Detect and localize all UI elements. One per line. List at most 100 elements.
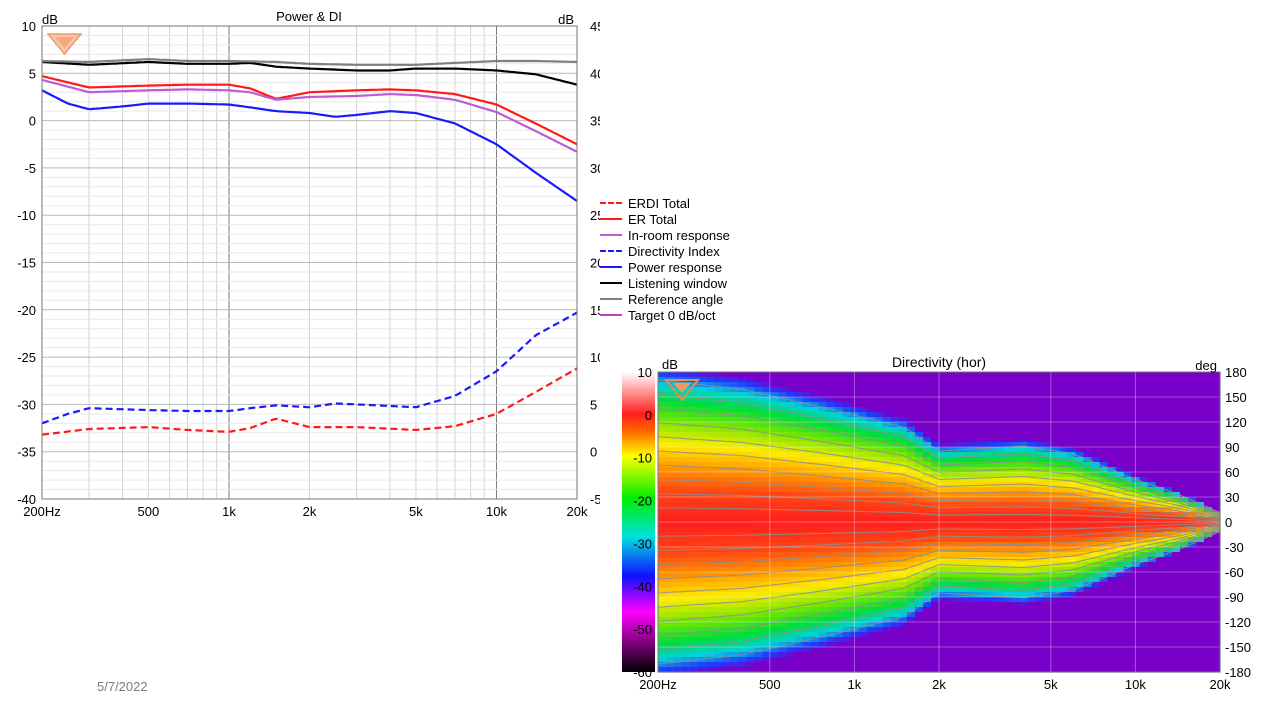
legend-swatch xyxy=(600,282,622,284)
heatmap-cell xyxy=(834,412,844,418)
heatmap-cell xyxy=(1211,562,1221,568)
heatmap-cell xyxy=(1075,647,1085,653)
heatmap-cell xyxy=(690,497,699,503)
heatmap-cell xyxy=(1027,437,1036,443)
heatmap-cell xyxy=(1019,537,1028,543)
heatmap-cell xyxy=(947,657,956,663)
heatmap-cell xyxy=(658,592,667,598)
heatmap-cell xyxy=(1123,572,1133,578)
heatmap-cell xyxy=(714,462,723,468)
heatmap-cell xyxy=(786,607,796,613)
heatmap-cell xyxy=(786,517,796,523)
heatmap-cell xyxy=(682,442,691,448)
heatmap-cell xyxy=(1187,542,1197,548)
heatmap-cell xyxy=(826,652,836,658)
heatmap-cell xyxy=(1131,552,1141,558)
heatmap-cell xyxy=(674,657,683,663)
heatmap-cell xyxy=(1155,637,1165,643)
heatmap-cell xyxy=(858,472,868,478)
heatmap-cell xyxy=(706,377,715,383)
heatmap-cell xyxy=(818,667,828,673)
heatmap-cell xyxy=(1203,452,1213,458)
heatmap-cell xyxy=(1059,377,1069,383)
heatmap-cell xyxy=(778,547,788,553)
heatmap-cell xyxy=(658,527,667,533)
heatmap-cell xyxy=(834,667,844,673)
heatmap-cell xyxy=(1171,567,1181,573)
heatmap-cell xyxy=(995,417,1004,423)
heatmap-cell xyxy=(682,627,691,633)
heatmap-cell xyxy=(882,552,892,558)
heatmap-cell xyxy=(1027,607,1036,613)
heatmap-cell xyxy=(930,602,940,608)
heatmap-cell xyxy=(955,507,964,513)
heatmap-cell xyxy=(1091,547,1101,553)
heatmap-cell xyxy=(914,667,924,673)
heatmap-cell xyxy=(1171,507,1181,513)
heatmap-cell xyxy=(898,562,908,568)
heatmap-cell xyxy=(698,497,707,503)
heatmap-cell xyxy=(939,487,948,493)
heatmap-cell xyxy=(1203,442,1213,448)
heatmap-cell xyxy=(882,432,892,438)
heatmap-cell xyxy=(730,392,739,398)
heatmap-cell xyxy=(930,637,940,643)
heatmap-cell xyxy=(690,427,699,433)
heatmap-cell xyxy=(1179,492,1189,498)
heatmap-cell xyxy=(947,582,956,588)
heatmap-cell xyxy=(1195,642,1205,648)
heatmap-cell xyxy=(971,642,980,648)
heatmap-cell xyxy=(1019,657,1028,663)
heatmap-cell xyxy=(674,442,683,448)
heatmap-cell xyxy=(922,662,932,668)
heatmap-cell xyxy=(770,512,780,518)
heatmap-cell xyxy=(1203,387,1213,393)
heatmap-cell xyxy=(1099,622,1109,628)
heatmap-cell xyxy=(995,557,1004,563)
heatmap-cell xyxy=(1171,412,1181,418)
heatmap-cell xyxy=(930,372,940,378)
heatmap-cell xyxy=(810,467,820,473)
heatmap-cell xyxy=(1171,622,1181,628)
heatmap-cell xyxy=(674,592,683,598)
heatmap-cell xyxy=(1123,607,1133,613)
heatmap-cell xyxy=(930,392,940,398)
heatmap-cell xyxy=(1019,427,1028,433)
logo-mark xyxy=(663,379,701,402)
heatmap-cell xyxy=(690,402,699,408)
heatmap-cell xyxy=(1067,572,1077,578)
heatmap-cell xyxy=(1171,662,1181,668)
heatmap-cell xyxy=(1123,627,1133,633)
heatmap-cell xyxy=(947,522,956,528)
heatmap-cell xyxy=(1179,407,1189,413)
heatmap-cell xyxy=(1067,402,1077,408)
heatmap-cell xyxy=(730,662,739,668)
heatmap-cell xyxy=(971,652,980,658)
heatmap-cell xyxy=(971,567,980,573)
heatmap-cell xyxy=(955,407,964,413)
heatmap-cell xyxy=(730,507,739,513)
heatmap-cell xyxy=(1019,407,1028,413)
y-tick-label: -5 xyxy=(24,161,36,176)
heatmap-cell xyxy=(1115,592,1125,598)
heatmap-cell xyxy=(906,442,916,448)
heatmap-cell xyxy=(818,592,828,598)
heatmap-cell xyxy=(1179,652,1189,658)
heatmap-cell xyxy=(834,372,844,378)
heatmap-cell xyxy=(682,397,691,403)
heatmap-cell xyxy=(987,622,996,628)
heatmap-cell xyxy=(971,622,980,628)
heatmap-cell xyxy=(1123,407,1133,413)
heatmap-cell xyxy=(802,572,812,578)
heatmap-cell xyxy=(746,592,755,598)
heatmap-cell xyxy=(1131,382,1141,388)
heatmap-cell xyxy=(1123,397,1133,403)
heatmap-cell xyxy=(906,422,916,428)
heatmap-cell xyxy=(1003,387,1012,393)
heatmap-cell xyxy=(786,577,796,583)
heatmap-cell xyxy=(818,557,828,563)
heatmap-cell xyxy=(930,582,940,588)
heatmap-cell xyxy=(778,557,788,563)
heatmap-cell xyxy=(939,592,948,598)
heatmap-cell xyxy=(1123,577,1133,583)
